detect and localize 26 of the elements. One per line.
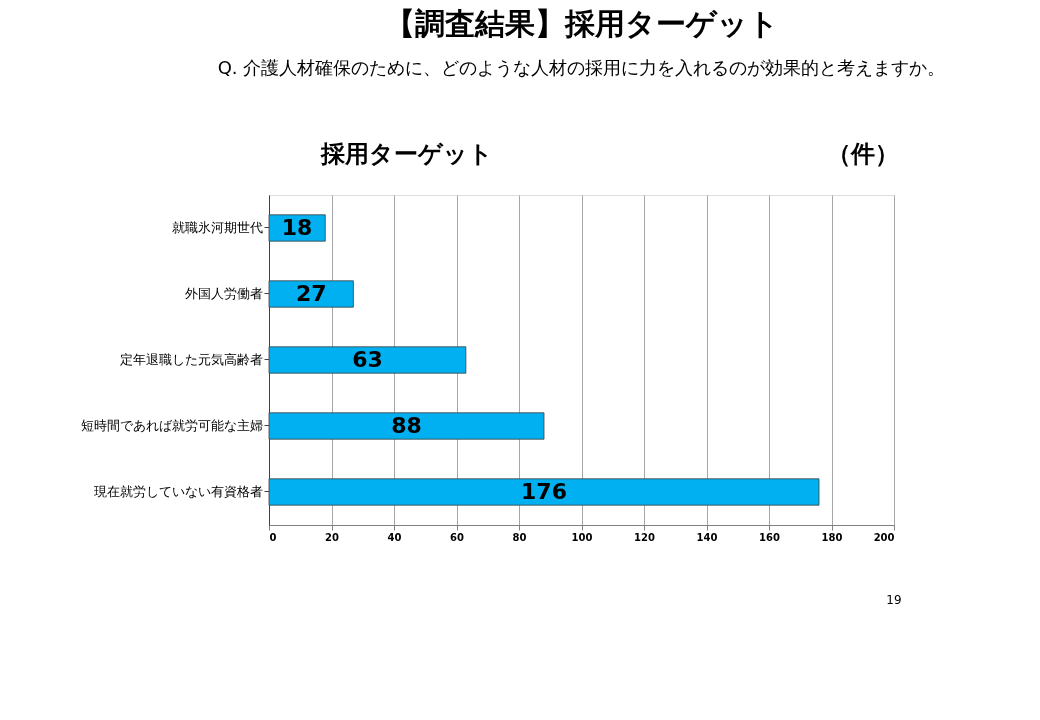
y-tick-label: 現在就労していない有資格者 xyxy=(93,484,263,499)
x-tick-label: 0 xyxy=(269,531,277,543)
x-tick-label: 20 xyxy=(325,531,339,543)
data-label: 88 xyxy=(391,413,422,438)
y-tick-label: 定年退職した元気高齢者 xyxy=(119,352,263,367)
x-tick-label: 120 xyxy=(634,531,655,543)
y-tick-label: 就職氷河期世代 xyxy=(171,220,263,235)
x-tick-label: 40 xyxy=(387,531,402,543)
text: （件） xyxy=(826,140,899,168)
x-tick-label: 140 xyxy=(696,531,718,543)
x-tick-label: 60 xyxy=(450,531,464,543)
text: 19 xyxy=(886,593,902,607)
y-tick-label: 外国人労働者 xyxy=(184,286,263,301)
y-tick-label: 短時間であれば就労可能な主婦 xyxy=(80,418,263,433)
data-label: 18 xyxy=(281,215,313,240)
x-tick-label: 200 xyxy=(873,531,895,543)
text: 採用ターゲット xyxy=(319,140,493,168)
chart-subtitle: Q. 介護人材確保のために、どのような人材の採用に力を入れるのが効果的と考えますか。 xyxy=(217,57,946,78)
x-tick-label: 80 xyxy=(512,531,527,543)
x-tick-label: 160 xyxy=(759,531,780,543)
chart-title: 【調査結果】採用ターゲット xyxy=(384,6,779,41)
data-label: 27 xyxy=(295,281,327,306)
data-label: 63 xyxy=(352,347,383,372)
data-label: 176 xyxy=(521,479,567,504)
x-tick-label: 180 xyxy=(821,531,843,543)
x-tick-label: 100 xyxy=(571,531,593,543)
